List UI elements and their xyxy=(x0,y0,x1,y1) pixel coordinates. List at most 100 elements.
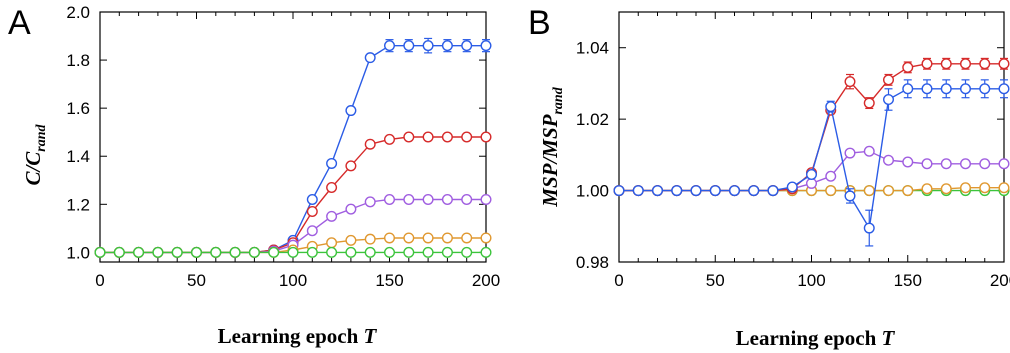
panel-b-data-point xyxy=(998,182,1010,194)
panel-a-x-tick-label: 200 xyxy=(472,271,500,290)
panel-a: A C/Crand Learning epoch T 0 50 100 150 200 1… xyxy=(8,3,500,348)
panel-b-data-point xyxy=(863,222,875,234)
panel-a-data-point xyxy=(461,193,473,205)
panel-a-data-point xyxy=(326,210,338,222)
panel-b-data-point xyxy=(979,182,991,194)
panel-a-data-point xyxy=(345,160,357,172)
panel-a-data-point xyxy=(461,131,473,143)
panel-b-data-point xyxy=(748,185,760,197)
panel-b-data-point xyxy=(902,156,914,168)
panel-a-data-point xyxy=(384,193,396,205)
panel-b-data-point xyxy=(940,58,952,70)
panel-a-x-tick-label: 100 xyxy=(279,271,307,290)
panel-a-data-point xyxy=(422,40,434,52)
panel-a-data-point xyxy=(94,246,106,258)
panel-a-data-point xyxy=(480,246,492,258)
panel-a-data-point xyxy=(422,131,434,143)
panel-b-x-axis-title: Learning epoch T xyxy=(736,326,896,350)
panel-b-y-axis-title-sub: rand xyxy=(551,86,566,114)
panel-a-data-point xyxy=(229,246,241,258)
panel-b-data-point xyxy=(921,58,933,70)
panel-b-data-point xyxy=(902,61,914,73)
panel-b-y-tick-label: 1.02 xyxy=(576,110,609,129)
panel-a-data-point xyxy=(210,246,222,258)
panel-a-y-axis-title-main: C/C xyxy=(21,151,45,186)
panel-a-data-point xyxy=(287,246,299,258)
panel-a-data-point xyxy=(171,246,183,258)
panel-b-data-point xyxy=(825,170,837,182)
panel-a-data-point xyxy=(461,40,473,52)
panel-b-data-point xyxy=(652,185,664,197)
panel-a-data-point xyxy=(422,232,434,244)
panel-a-data-point xyxy=(403,131,415,143)
panel-b-data-point xyxy=(960,83,972,95)
panel-b-x-tick-label: 200 xyxy=(990,271,1010,290)
panel-a-data-point xyxy=(461,232,473,244)
panel-b-letter: B xyxy=(528,4,551,42)
panel-a-data-point xyxy=(441,232,453,244)
panel-b-data-point xyxy=(998,58,1010,70)
panel-b-data-point xyxy=(671,185,683,197)
panel-a-data-point xyxy=(384,133,396,145)
panel-a-data-point xyxy=(441,40,453,52)
panel-a-data-point xyxy=(306,225,318,237)
panel-b-data-point xyxy=(690,185,702,197)
panel-a-data-point xyxy=(133,246,145,258)
panel-b-y-axis-title-main: MSP/MSP xyxy=(538,114,562,207)
panel-a-data-point xyxy=(384,232,396,244)
panel-b-data-point xyxy=(940,183,952,195)
panel-a-data-point xyxy=(345,246,357,258)
panel-a-data-point xyxy=(384,246,396,258)
panel-b-data-point xyxy=(940,83,952,95)
panel-b-y-tick-label: 1.00 xyxy=(576,182,609,201)
panel-a-data-point xyxy=(345,234,357,246)
panel-a-data-point xyxy=(345,203,357,215)
panel-a-data-point xyxy=(384,40,396,52)
panel-a-data-point xyxy=(480,131,492,143)
panel-a-data-point xyxy=(403,40,415,52)
panel-a-data-point xyxy=(461,246,473,258)
panel-a-data-point xyxy=(364,233,376,245)
panel-a-y-axis-title: C/Crand xyxy=(21,123,49,185)
panel-b-data-point xyxy=(979,83,991,95)
panel-a-x-axis-title-main: Learning epoch xyxy=(218,324,364,348)
panel-b-y-tick-label: 1.04 xyxy=(576,39,609,58)
panel-b-data-point xyxy=(921,83,933,95)
panel-a-data-point xyxy=(268,246,280,258)
panel-b-data-point xyxy=(921,158,933,170)
panel-b-data-point xyxy=(960,182,972,194)
panel-a-letter: A xyxy=(8,4,31,42)
panel-b-x-axis-title-var: T xyxy=(882,326,896,350)
panel-b-data-point xyxy=(998,83,1010,95)
panel-a-data-point xyxy=(306,193,318,205)
panel-b-data-point xyxy=(863,97,875,109)
panel-a-data-point xyxy=(326,246,338,258)
panel-b-data-point xyxy=(786,181,798,193)
panel-b-data-point xyxy=(767,185,779,197)
panel-b-data-point xyxy=(960,58,972,70)
panel-a-y-tick-label: 1.6 xyxy=(66,99,90,118)
panel-a-data-point xyxy=(480,40,492,52)
panel-b-frame xyxy=(618,11,1005,263)
panel-a-data-point xyxy=(364,246,376,258)
panel-a-data-point xyxy=(306,206,318,218)
panel-a-data-point xyxy=(480,193,492,205)
panel-b-x-axis-title-main: Learning epoch xyxy=(736,326,882,350)
panel-b-data-point xyxy=(940,158,952,170)
panel-b-data-point xyxy=(844,147,856,159)
panel-a-data-point xyxy=(248,246,260,258)
panel-a-data-point xyxy=(152,246,164,258)
panel-a-y-tick-label: 1.2 xyxy=(66,195,90,214)
panel-a-y-tick-label: 1.8 xyxy=(66,51,90,70)
panel-b-data-point xyxy=(806,168,818,180)
panel-a-x-tick-label: 50 xyxy=(187,271,206,290)
panel-b-data-point xyxy=(883,185,895,197)
panel-b-y-tick-label: 0.98 xyxy=(576,253,609,272)
panel-b-data-point xyxy=(883,154,895,166)
panel-b-data-point xyxy=(863,145,875,157)
panel-a-y-axis-title-sub: rand xyxy=(34,123,49,151)
panel-b-data-point xyxy=(883,93,895,105)
panel-b-data-point xyxy=(902,185,914,197)
panel-b-x-tick-label: 150 xyxy=(894,271,922,290)
panel-a-data-point xyxy=(326,181,338,193)
